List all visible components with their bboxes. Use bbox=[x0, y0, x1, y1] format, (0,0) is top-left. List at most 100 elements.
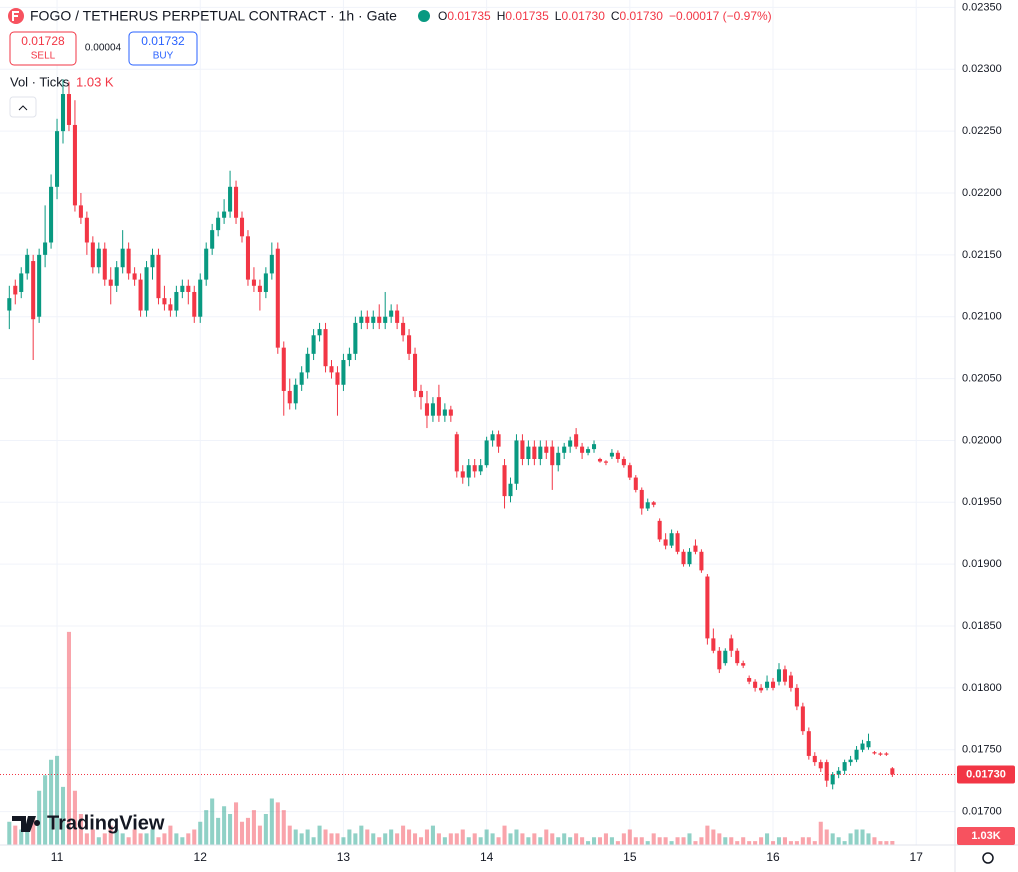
candle-body bbox=[609, 452, 614, 457]
volume-bar bbox=[31, 817, 36, 845]
collapse-button[interactable] bbox=[9, 96, 37, 118]
volume-bar bbox=[120, 833, 125, 845]
volume-bar bbox=[699, 837, 704, 845]
volume-bar bbox=[25, 825, 30, 845]
volume-bar bbox=[192, 829, 197, 845]
candle-body bbox=[37, 254, 42, 317]
candle-body bbox=[836, 770, 841, 775]
candle-body bbox=[239, 217, 245, 237]
sell-label: SELL bbox=[31, 51, 56, 62]
candle-body bbox=[514, 440, 519, 484]
volume-bar bbox=[753, 841, 758, 845]
candle-body bbox=[19, 273, 24, 292]
volume-bar bbox=[150, 829, 155, 845]
candle-body bbox=[7, 298, 12, 311]
volume-bar bbox=[711, 829, 716, 845]
y-tick-label: 0.02200 bbox=[962, 187, 1002, 199]
candle-body bbox=[711, 638, 716, 651]
candle-body bbox=[156, 254, 161, 299]
volume-bar bbox=[389, 829, 394, 845]
sell-button[interactable] bbox=[9, 31, 77, 66]
volume-bar bbox=[180, 837, 185, 845]
candle-body bbox=[359, 316, 364, 323]
volume-bar bbox=[681, 837, 686, 845]
y-tick-label: 0.02050 bbox=[962, 372, 1002, 384]
candle-body bbox=[216, 217, 221, 231]
volume-bar bbox=[800, 837, 805, 845]
candle-body bbox=[496, 434, 501, 447]
volume-bar bbox=[186, 833, 191, 845]
buy-button[interactable] bbox=[128, 31, 198, 66]
volume-bar bbox=[651, 833, 656, 845]
y-tick-label: 0.01800 bbox=[962, 682, 1002, 694]
volume-bar bbox=[812, 841, 817, 845]
candle-body bbox=[890, 768, 895, 775]
candle-body bbox=[365, 316, 370, 323]
candle-body bbox=[192, 291, 197, 317]
y-tick-label: 0.02350 bbox=[962, 1, 1002, 13]
candle-body bbox=[341, 360, 346, 385]
candle-body bbox=[323, 329, 328, 367]
volume-bar bbox=[430, 825, 435, 845]
volume-bar bbox=[299, 833, 304, 845]
buy-label: BUY bbox=[153, 51, 174, 62]
volume-bar bbox=[108, 825, 113, 845]
volume-bar bbox=[323, 829, 328, 845]
candle-body bbox=[830, 774, 835, 785]
candle-body bbox=[538, 446, 543, 459]
volume-bar bbox=[830, 833, 835, 845]
candle-body bbox=[532, 446, 537, 459]
volume-bar bbox=[371, 833, 376, 845]
volume-bar bbox=[401, 825, 406, 845]
candle-body bbox=[669, 533, 674, 546]
candle-body bbox=[126, 248, 131, 274]
candle-body bbox=[729, 638, 734, 651]
volume-bar bbox=[878, 841, 883, 845]
volume-bar bbox=[418, 837, 424, 845]
candle-body bbox=[66, 94, 72, 125]
volume-bar bbox=[341, 837, 346, 845]
candle-body bbox=[502, 465, 507, 497]
volume-bar bbox=[377, 837, 382, 845]
candle-body bbox=[281, 347, 286, 391]
candle-body bbox=[574, 434, 579, 447]
candle-body bbox=[526, 446, 531, 459]
volume-bar bbox=[448, 833, 453, 845]
candle-body bbox=[108, 279, 113, 286]
volume-bar bbox=[353, 833, 358, 845]
candle-body bbox=[735, 650, 740, 664]
volume-bar bbox=[395, 833, 400, 845]
volume-bar bbox=[496, 837, 501, 845]
ohlc-value: 0.01735 bbox=[447, 9, 491, 23]
volume-bar bbox=[639, 837, 644, 845]
candle-body bbox=[418, 390, 424, 398]
market-status[interactable] bbox=[418, 10, 430, 22]
candle-body bbox=[550, 446, 555, 466]
candle-body bbox=[448, 409, 453, 416]
candle-body bbox=[627, 465, 632, 478]
settings-button[interactable] bbox=[982, 852, 994, 864]
volume-bar bbox=[19, 829, 24, 845]
volume-value: 1.03 K bbox=[76, 74, 114, 89]
volume-bar bbox=[580, 837, 585, 845]
y-tick-label: 0.02300 bbox=[962, 63, 1002, 75]
y-tick-label: 0.01900 bbox=[962, 558, 1002, 570]
volume-bar bbox=[162, 833, 167, 845]
candle-body bbox=[120, 248, 125, 268]
candle-body bbox=[520, 440, 525, 459]
volume-bar bbox=[890, 841, 895, 845]
volume-bar bbox=[263, 814, 268, 845]
candle-body bbox=[621, 458, 626, 466]
candle-body bbox=[615, 452, 620, 459]
volume-bar bbox=[854, 829, 859, 845]
candle-body bbox=[568, 440, 573, 447]
volume-bar bbox=[442, 837, 447, 845]
buy-price: 0.01732 bbox=[141, 34, 185, 48]
volume-bar bbox=[538, 837, 543, 845]
candle-body bbox=[162, 298, 167, 305]
volume-bar bbox=[842, 841, 847, 845]
candle-body bbox=[597, 458, 603, 462]
volume-bar bbox=[347, 829, 352, 845]
candle-body bbox=[591, 444, 597, 450]
